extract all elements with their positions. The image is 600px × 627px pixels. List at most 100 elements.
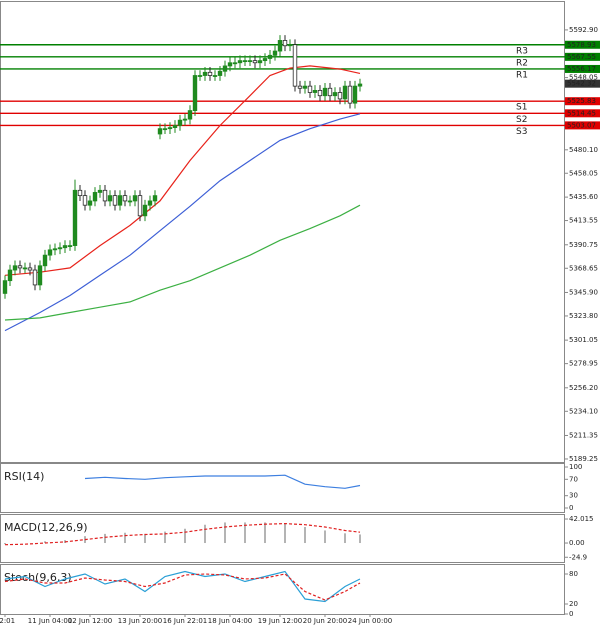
last-price-tag [565,79,600,88]
panel-frame [0,463,565,513]
candle-body [102,189,108,202]
level-tag [565,40,600,49]
candle-body [337,92,343,100]
last-price: 5542.32 [567,80,596,88]
candle-body [312,89,318,93]
y-tick-label: 5480.10 [569,146,598,154]
x-tick-label: 16 Jun 22:01 [163,617,207,625]
candle-body [322,87,328,97]
level-name: R2 [516,58,528,68]
candle-body [302,85,308,89]
candle-body [47,249,53,256]
candle-body [352,85,358,104]
level-name: S3 [516,127,527,137]
candle-body [182,118,188,121]
candle-body [177,119,183,126]
candle-body [172,125,178,128]
candle-body [67,245,73,247]
y-tick-label: 5435.60 [569,193,598,201]
candle-body [27,267,33,271]
candle-body [242,60,248,63]
y-tick-label: 0 [569,504,573,512]
y-tick-label: 5368.65 [569,264,598,272]
candle-body [122,195,128,202]
candle-body [87,200,93,206]
candle-body [357,83,363,87]
x-tick-label: 12 Jun 12:00 [68,617,112,625]
candle-body [132,195,138,202]
level-name: S2 [516,115,527,125]
indicator-line [84,474,361,489]
y-tick-label: 42.015 [569,515,594,523]
x-tick-label: 22:01 [0,617,15,625]
candle-body [277,40,283,52]
candle-body [232,62,238,65]
level-tag [565,64,600,73]
candle-body [142,204,148,217]
y-tick-label: 5256.20 [569,384,598,392]
level-tag [565,52,600,61]
candle-body [52,248,58,251]
y-tick-label: 5413.55 [569,217,598,225]
candle-body [297,85,303,89]
y-tick-label: 5390.75 [569,241,598,249]
x-tick-label: 18 Jun 04:00 [208,617,252,625]
level-name: R3 [516,46,528,56]
indicator-line [4,570,361,603]
candle-body [2,280,8,294]
candle-body [307,85,313,93]
level-value: 5514.45 [567,109,596,117]
candle-body [287,44,293,47]
level-value: 5503.07 [567,121,596,129]
panel-title: RSI(14) [4,470,44,483]
candle-body [207,71,213,76]
panel-frame [0,564,565,615]
y-tick-label: 5323.80 [569,312,598,320]
candle-body [57,247,63,250]
x-tick-label: 19 Jun 12:00 [258,617,302,625]
candle-body [197,75,203,77]
macd-signal [4,522,361,546]
candle-body [272,50,278,56]
x-tick-label: 13 Jun 20:00 [118,617,162,625]
level-name: R1 [516,70,528,80]
x-tick-label: 20 Jun 20:00 [303,617,347,625]
candle-body [267,54,273,59]
candle-body [217,70,223,76]
candle-body [187,110,193,120]
candle-body [97,189,103,193]
y-tick-label: -24.9 [569,553,587,561]
y-tick-label: 5301.05 [569,336,598,344]
level-tag [565,121,600,130]
candle-body [77,189,83,197]
candle-body [162,128,168,131]
candle-body [147,200,153,206]
y-tick-label: 0.00 [569,539,585,547]
level-value: 5578.93 [567,41,596,49]
candle-body [202,71,208,76]
candle-body [282,40,288,47]
candle-body [332,92,338,97]
y-tick-label: 5548.05 [569,74,598,82]
candle-body [152,195,158,202]
candle-body [292,44,298,87]
candle-body [137,195,143,217]
y-tick-label: 5345.90 [569,288,598,296]
level-value: 5556.17 [567,65,596,73]
level-value: 5525.83 [567,97,596,105]
level-value: 5567.55 [567,53,596,61]
x-tick-label: 24 Jun 00:00 [348,617,392,625]
candle-body [192,75,198,111]
candle-body [42,254,48,267]
panel-title: Stoch(9,6,3) [4,571,72,584]
y-tick-label: 5278.95 [569,360,598,368]
candle-body [327,87,333,97]
x-tick-label: 11 Jun 04:00 [28,617,72,625]
level-name: S1 [516,103,527,113]
candle-body [222,65,228,72]
candle-body [252,60,258,64]
indicator-line [4,573,361,601]
candle-body [237,60,243,64]
candle-body [257,60,263,64]
